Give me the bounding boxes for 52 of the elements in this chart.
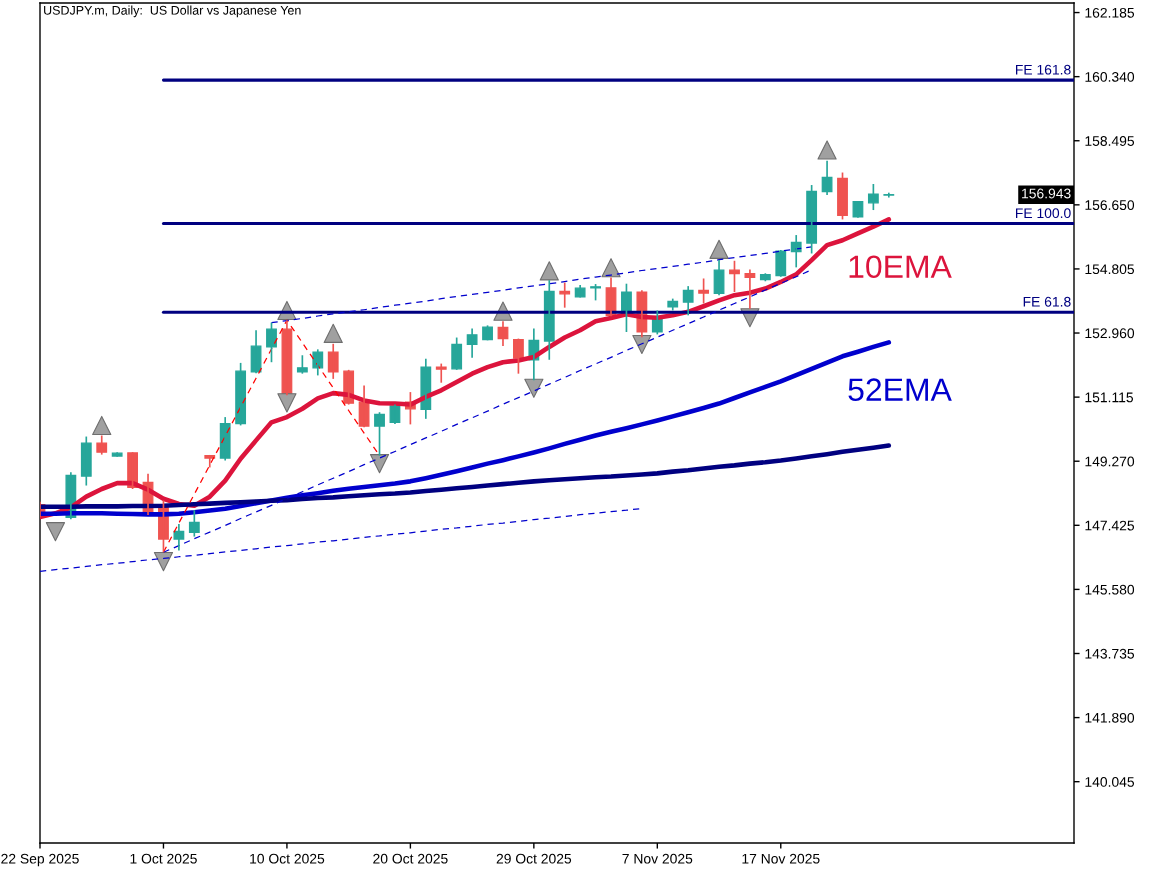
point [632, 334, 652, 355]
point [153, 552, 174, 572]
y-tick-label: 154.805 [1085, 264, 1135, 275]
candlestick [837, 171, 848, 221]
line-series [40, 443, 892, 510]
x-tick-label: 7 Nov 2025 [622, 853, 693, 864]
point [817, 140, 837, 160]
candlestick [96, 434, 108, 456]
x-tick-label: 1 Oct 2025 [130, 853, 197, 864]
candlestick [867, 183, 879, 211]
line-series [40, 507, 643, 572]
point [709, 239, 729, 259]
x-tick-label: 22 Sep 2025 [1, 853, 79, 867]
y-tick-label: 140.045 [1085, 777, 1135, 787]
chart-title: USDJPY.m, Daily: US Dollar vs Japanese Yen [44, 5, 301, 18]
y-tick-label: 147.425 [1085, 520, 1135, 531]
point [45, 522, 66, 542]
candlestick [374, 411, 385, 457]
series-label: 52EMA [848, 378, 952, 401]
x-tick-label: 17 Nov 2025 [742, 853, 820, 864]
y-tick-label: 145.580 [1085, 584, 1135, 595]
candlestick [729, 259, 740, 293]
y-tick-label: 156.650 [1085, 200, 1135, 211]
y-tick-label: 162.185 [1085, 7, 1135, 18]
series-label: FE 61.8 [1023, 296, 1071, 307]
y-tick-label: 160.340 [1085, 71, 1135, 82]
candlestick [266, 321, 277, 364]
annotation: 156.943 [1022, 188, 1071, 199]
y-tick-label: 151.115 [1085, 392, 1134, 403]
candlestick [296, 354, 308, 375]
candlestick [435, 362, 447, 384]
x-tick-label: 20 Oct 2025 [373, 853, 448, 864]
series-label: FE 100.0 [1016, 208, 1071, 219]
series-label: 10EMA [849, 255, 952, 278]
point [539, 261, 559, 281]
x-tick-label: 10 Oct 2025 [250, 853, 325, 864]
x-tick-label: 29 Oct 2025 [496, 853, 572, 864]
y-tick-label: 143.735 [1085, 648, 1135, 659]
candlestick [883, 191, 895, 199]
point [601, 258, 621, 278]
y-tick-label: 158.495 [1085, 136, 1135, 146]
series-label: FE 161.8 [1016, 64, 1071, 75]
y-tick-label: 141.890 [1085, 712, 1135, 723]
point [524, 378, 544, 398]
point [323, 323, 343, 343]
candlestick [513, 337, 524, 375]
point [369, 454, 390, 474]
candlestick [698, 277, 710, 305]
y-tick-label: 152.960 [1085, 328, 1135, 339]
point [92, 415, 112, 436]
y-tick-label: 149.270 [1085, 456, 1135, 467]
point [277, 393, 297, 413]
